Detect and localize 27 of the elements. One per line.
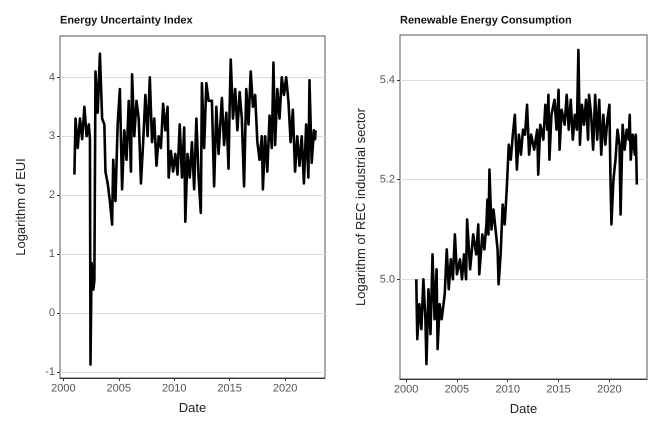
line-series	[73, 52, 317, 366]
y-tick-label: 5.4	[380, 74, 395, 86]
x-axis-title: Date	[510, 401, 538, 416]
chart-title: Energy Uncertainty Index	[60, 14, 194, 26]
y-tick-label: 5.0	[380, 273, 395, 286]
x-tick-label: 2000	[394, 384, 418, 396]
y-tick-label: -1	[45, 366, 55, 378]
x-tick-label: 2000	[51, 382, 76, 394]
y-tick-label: 0	[48, 307, 55, 320]
x-tick-label: 2010	[496, 384, 520, 396]
y-tick-label: 2	[48, 189, 55, 202]
x-tick-label: 2015	[546, 384, 571, 396]
x-tick-label: 2020	[597, 384, 622, 396]
x-axis-title: Date	[178, 400, 206, 415]
x-tick-label: 2005	[106, 382, 132, 394]
y-tick-label: 1	[48, 248, 55, 260]
y-tick-label: 5.2	[380, 174, 395, 186]
x-tick-label: 2020	[272, 382, 298, 394]
y-axis-title: Logarithm of EUI	[13, 158, 28, 256]
x-tick-label: 2015	[217, 382, 242, 394]
y-tick-label: 4	[48, 71, 55, 84]
chart-title: Renewable Energy Consumption	[400, 14, 572, 26]
x-tick-label: 2005	[444, 384, 470, 396]
y-tick-label: 3	[48, 130, 55, 142]
x-tick-label: 2010	[162, 382, 186, 394]
line-series	[414, 48, 638, 366]
y-axis-title: Logarithm of REC industrial sector	[353, 107, 368, 306]
